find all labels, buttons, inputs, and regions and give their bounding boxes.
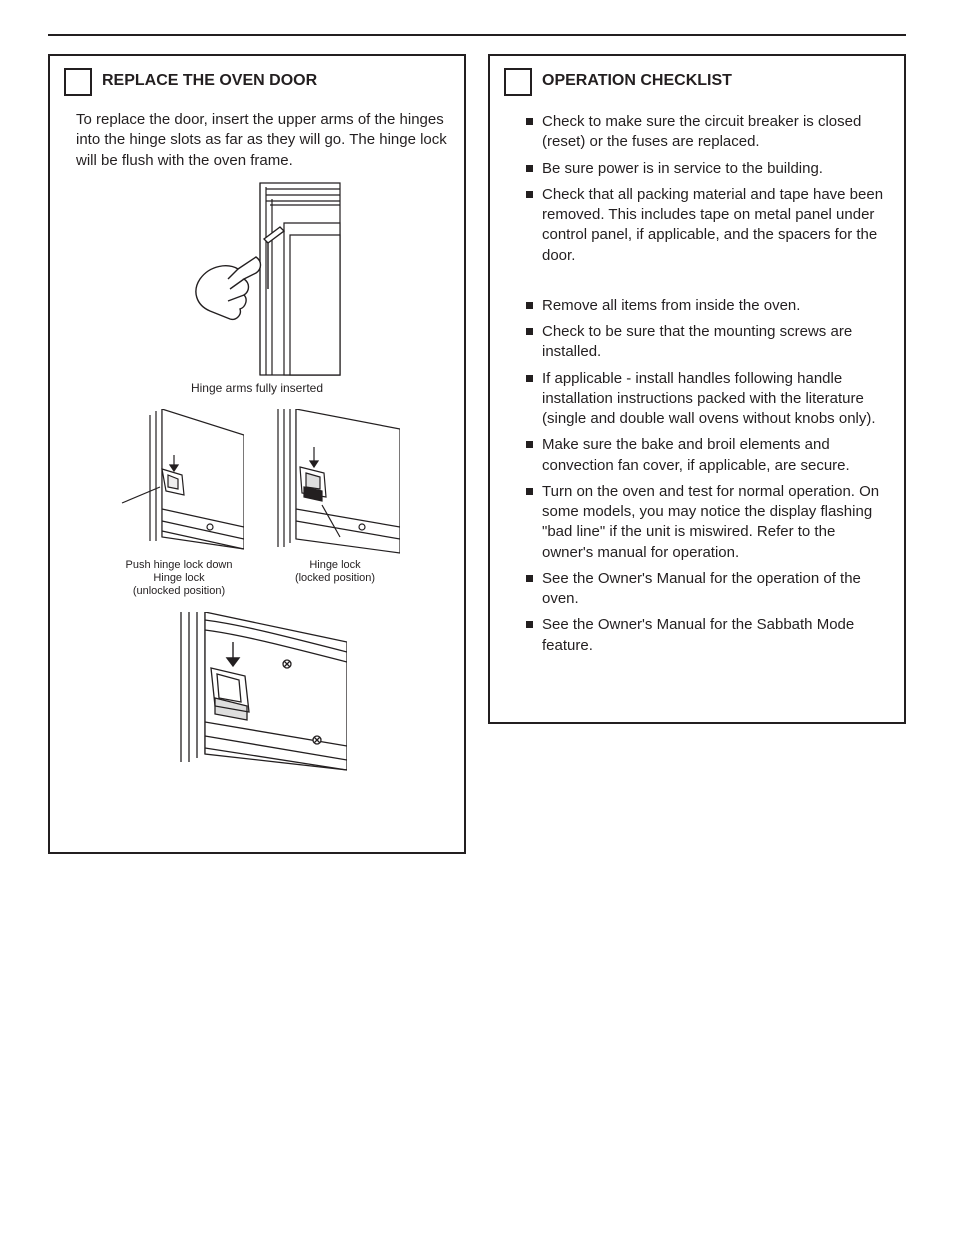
unlocked-label: Hinge lock(unlocked position) xyxy=(133,572,225,597)
push-lock-label: Push hinge lock down xyxy=(125,559,232,571)
step-8-title: REPLACE THE OVEN DOOR xyxy=(102,68,317,90)
step-number-box xyxy=(64,68,92,96)
figure-hinge-locked: Hinge lock(locked position) xyxy=(270,409,400,599)
figure-door-insert-caption: Hinge arms fully inserted xyxy=(191,381,323,395)
figure-hinge-locked-label: Hinge lock(locked position) xyxy=(295,559,375,585)
hinge-closeup-illustration xyxy=(167,612,347,772)
figure-hinge-unlocked-label: Push hinge lock down Hinge lock(unlocked… xyxy=(125,559,232,599)
checklist-item: Remove all items from inside the oven. xyxy=(526,296,890,316)
checklist-item: Check to be sure that the mounting screw… xyxy=(526,322,890,363)
checklist-group-b: Remove all items from inside the oven. C… xyxy=(526,290,890,662)
step-8-panel: REPLACE THE OVEN DOOR To replace the doo… xyxy=(48,54,466,854)
checklist-item: Check that all packing material and tape… xyxy=(526,185,890,266)
checklist-item: Check to make sure the circuit breaker i… xyxy=(526,112,890,153)
checklist-item: Be sure power is in service to the build… xyxy=(526,159,890,179)
hinge-unlocked-illustration xyxy=(114,409,244,559)
step-9-title: OPERATION CHECKLIST xyxy=(542,68,732,90)
figure-hinge-closeup xyxy=(167,612,347,772)
figure-door-insert: Hinge arms fully inserted xyxy=(172,179,342,395)
step-9-panel: OPERATION CHECKLIST Check to make sure t… xyxy=(488,54,906,724)
hinge-locked-illustration xyxy=(270,409,400,559)
checklist-item: If applicable - install handles followin… xyxy=(526,369,890,430)
checklist-item: Turn on the oven and test for normal ope… xyxy=(526,482,890,563)
step-number-box-9 xyxy=(504,68,532,96)
checklist-group-a: Check to make sure the circuit breaker i… xyxy=(526,106,890,272)
checklist-item: See the Owner's Manual for the operation… xyxy=(526,569,890,610)
header-rule xyxy=(48,34,906,36)
figure-hinge-unlocked: Push hinge lock down Hinge lock(unlocked… xyxy=(114,409,244,599)
step-8-intro: To replace the door, insert the upper ar… xyxy=(76,110,450,171)
door-insert-illustration xyxy=(172,179,342,379)
checklist-item: See the Owner's Manual for the Sabbath M… xyxy=(526,615,890,656)
checklist-item: Make sure the bake and broil elements an… xyxy=(526,435,890,476)
